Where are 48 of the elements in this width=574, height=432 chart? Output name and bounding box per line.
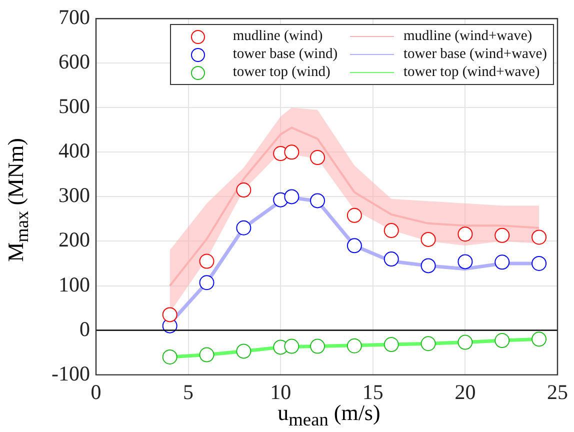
point (532, 256, 547, 271)
point (458, 254, 473, 270)
point (199, 347, 214, 362)
x-tick-label: 25 (547, 380, 568, 404)
point (532, 332, 547, 347)
point (346, 238, 362, 254)
legend-label: tower base (wind+wave) (404, 46, 547, 63)
legend-label: tower base (wind) (232, 46, 338, 63)
point (310, 150, 326, 166)
legend-label: mudline (wind+wave) (404, 28, 532, 45)
point (199, 254, 214, 269)
y-tick-label: 200 (58, 228, 90, 252)
point (236, 182, 252, 198)
y-tick-label: -100 (52, 361, 90, 386)
point (494, 228, 510, 243)
point (384, 223, 399, 238)
point (420, 258, 436, 274)
point (532, 230, 547, 245)
point (310, 338, 326, 354)
y-tick-label: 400 (58, 138, 90, 163)
point (420, 336, 436, 352)
point (162, 349, 178, 364)
legend-label: mudline (wind) (232, 28, 323, 45)
legend-label: tower top (wind+wave) (404, 64, 540, 81)
y-tick-label: 600 (58, 50, 90, 74)
point (199, 275, 214, 290)
point (494, 254, 510, 270)
point (284, 189, 300, 204)
x-tick-label: 5 (183, 380, 194, 404)
point (310, 193, 326, 208)
point (458, 226, 473, 242)
point (236, 220, 252, 236)
point (236, 344, 252, 359)
point (284, 144, 300, 160)
point (458, 334, 473, 350)
x-tick-label: 20 (454, 380, 476, 404)
y-tick-label: 0 (80, 316, 90, 341)
point (420, 232, 436, 247)
point (384, 252, 399, 267)
point (494, 333, 510, 348)
y-tick-label: 500 (58, 94, 90, 118)
y-tick-label: 700 (58, 5, 90, 30)
point (284, 338, 300, 354)
point (346, 338, 362, 354)
point (384, 337, 399, 352)
legend-label: tower top (wind) (232, 64, 330, 81)
y-tick-label: 300 (58, 183, 90, 208)
y-tick-label: 100 (58, 272, 90, 296)
